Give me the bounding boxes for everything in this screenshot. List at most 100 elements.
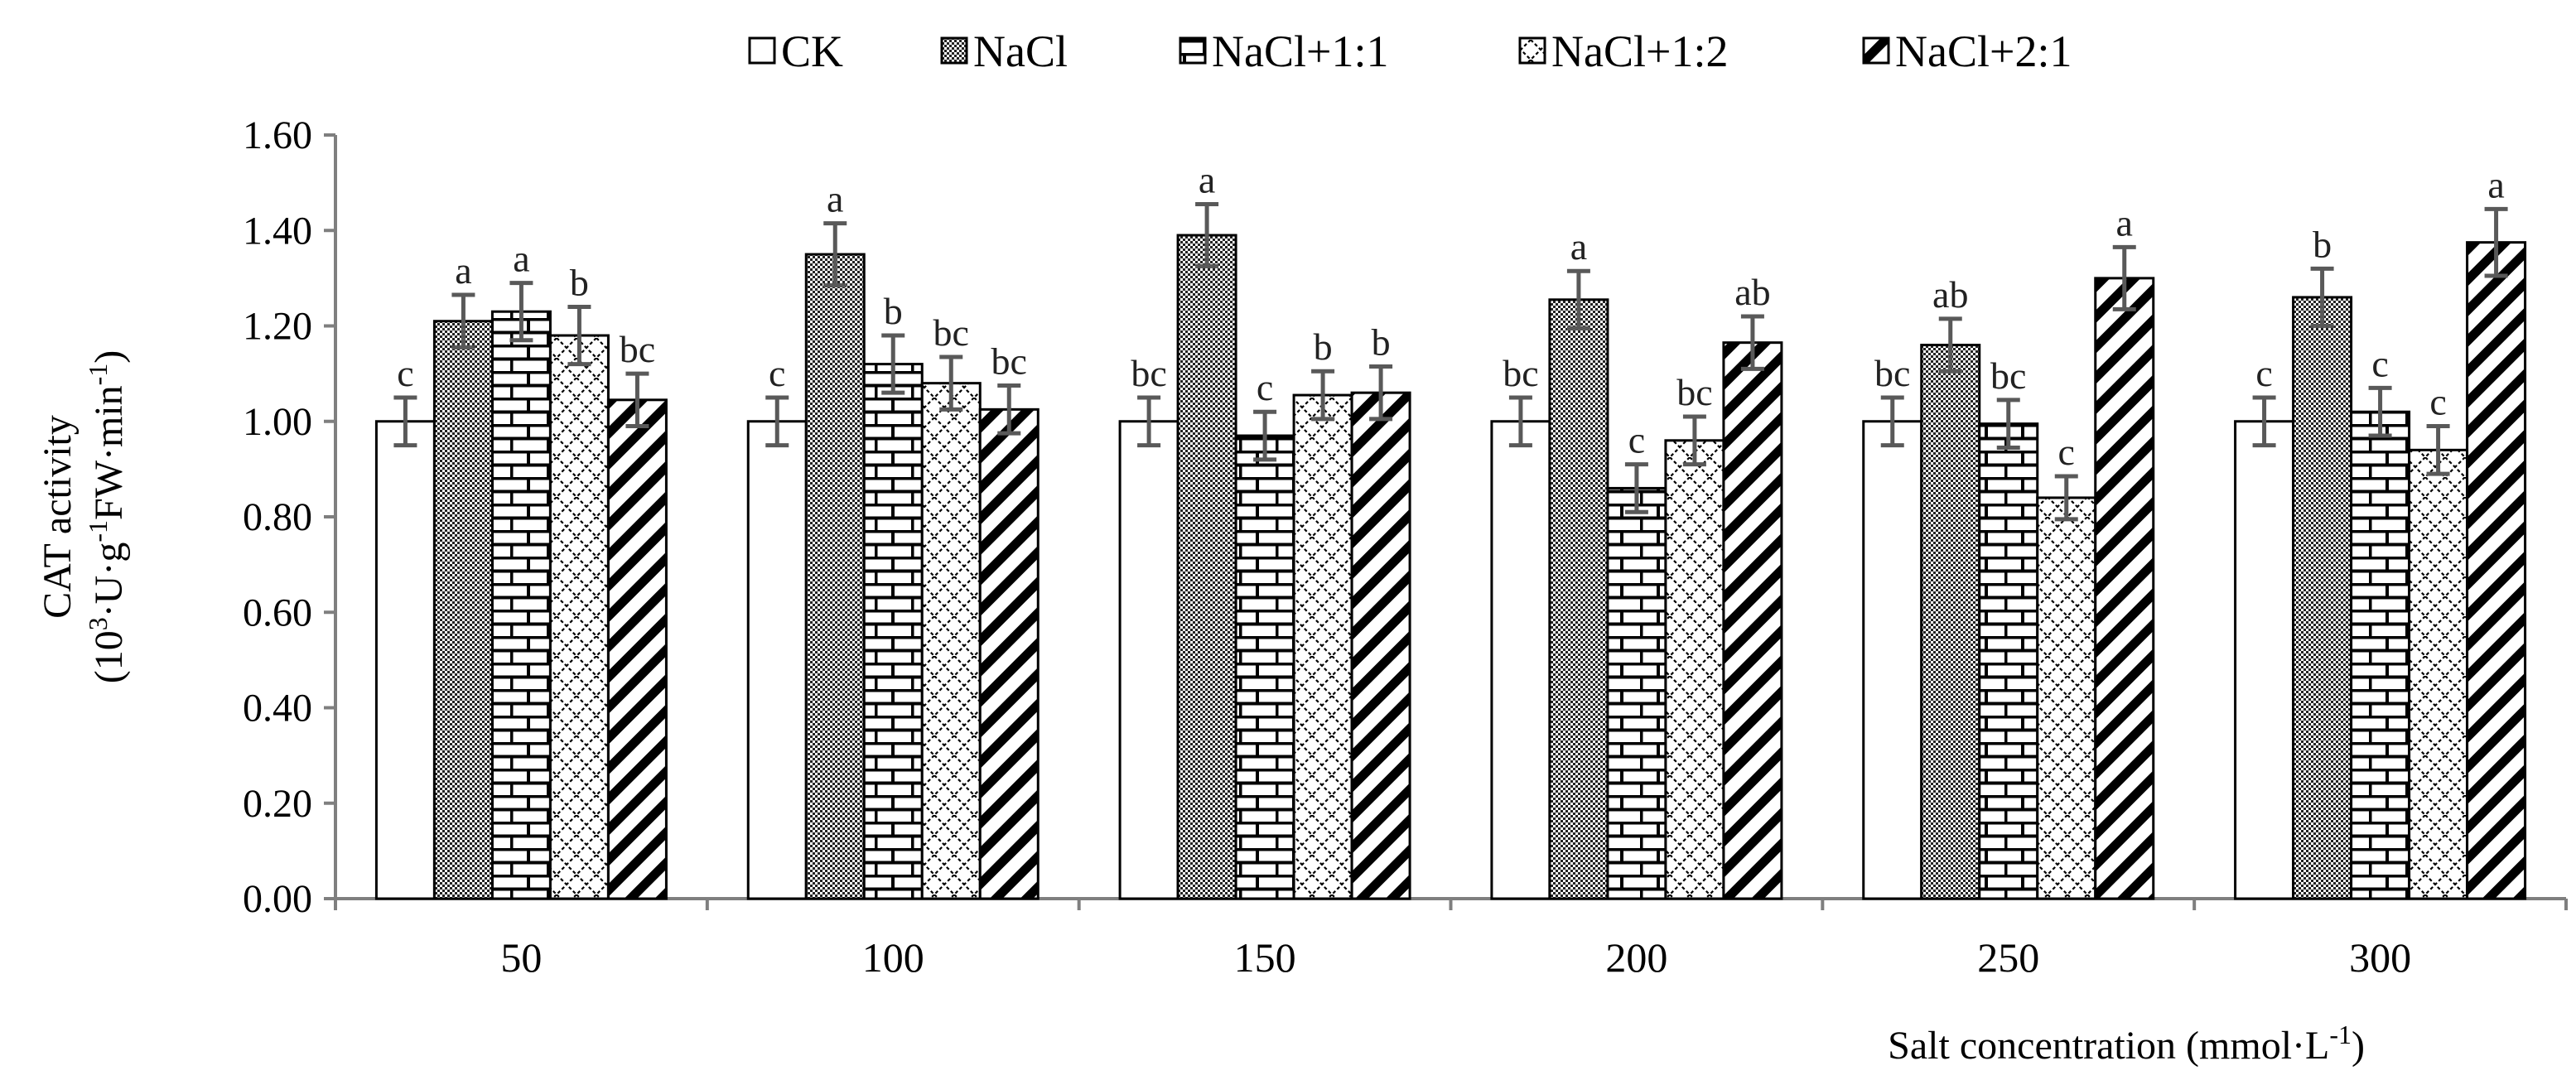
bar <box>1664 439 1725 900</box>
y-tick-label: 0.00 <box>243 877 312 921</box>
bar <box>432 320 494 900</box>
legend-swatch <box>1518 36 1546 65</box>
x-tick-label: 100 <box>862 934 924 981</box>
significance-label: b <box>884 290 903 332</box>
significance-label: bc <box>1990 354 2026 397</box>
y-tick-label: 1.20 <box>243 305 312 349</box>
error-bar <box>1253 409 1277 462</box>
legend-swatch <box>748 36 776 65</box>
bar <box>1978 422 2039 900</box>
error-bar <box>567 304 591 367</box>
error-bars <box>393 202 2508 522</box>
significance-label: b <box>570 261 589 303</box>
error-bar <box>2368 385 2392 438</box>
y-tick-label: 1.40 <box>243 209 312 253</box>
y-tick-label: 1.60 <box>243 113 312 157</box>
bar <box>374 420 436 900</box>
error-bar <box>1740 314 1764 371</box>
error-bar <box>1369 364 1393 422</box>
error-bar <box>2310 266 2334 328</box>
bar <box>2466 241 2527 900</box>
legend-item: NaCl+2:1 <box>1862 27 2072 76</box>
error-bar <box>1566 268 1590 330</box>
significance-label: bc <box>1874 352 1910 394</box>
error-bar <box>939 354 963 412</box>
legend-item: NaCl <box>940 27 1068 76</box>
y-tick-label: 1.00 <box>243 400 312 444</box>
bar <box>1118 420 1179 900</box>
bar <box>1234 434 1295 900</box>
significance-label: c <box>1257 366 1273 408</box>
significance-label: a <box>827 178 843 220</box>
bar <box>1920 344 1981 900</box>
error-bar <box>1195 202 1219 268</box>
bar <box>1862 420 1923 900</box>
error-bar <box>1508 395 1532 448</box>
error-bar <box>1137 395 1161 448</box>
bar <box>1548 298 1609 900</box>
bar <box>1292 393 1353 900</box>
bar <box>1350 391 1411 900</box>
x-tick-label: 50 <box>500 934 542 981</box>
significance-label: bc <box>1676 371 1712 413</box>
bar <box>978 407 1040 900</box>
bar <box>2292 296 2353 900</box>
significance-label: bc <box>1503 352 1538 394</box>
x-category-labels: 50 100 150 200 250 300 <box>500 934 2411 981</box>
legend-swatch <box>1179 36 1207 65</box>
significance-label: c <box>397 352 413 394</box>
legend-label: NaCl+1:1 <box>1212 27 1388 76</box>
error-bar <box>2426 424 2450 476</box>
error-bar <box>823 221 847 288</box>
axes: 0.00 0.20 0.40 0.60 0.80 1.00 1.20 1.40 1.60 <box>243 113 2568 921</box>
y-tick-label: 0.60 <box>243 591 312 634</box>
bar <box>490 310 552 900</box>
error-bar <box>625 371 649 429</box>
significance-label: a <box>1570 225 1587 268</box>
error-bar <box>997 383 1021 436</box>
significance-label: ab <box>1932 273 1968 316</box>
significance-label: a <box>513 238 529 280</box>
error-bar <box>1311 369 1335 422</box>
error-bar <box>393 395 417 448</box>
bar <box>2350 410 2411 900</box>
bar <box>920 382 982 900</box>
significance-label: c <box>2255 352 2272 394</box>
significance-label: b <box>2313 223 2332 265</box>
error-bar <box>765 395 789 448</box>
significance-label: bc <box>1131 352 1166 394</box>
significance-label: c <box>2429 381 2446 423</box>
error-bar <box>2112 244 2136 311</box>
significance-label: c <box>2058 431 2075 473</box>
significance-label: bc <box>933 311 969 354</box>
significance-label: bc <box>620 328 655 370</box>
legend-item: CK <box>748 27 843 76</box>
y-axis-title-line1: CAT activity <box>36 415 80 619</box>
x-axis-title: Salt concentration (mmol·L-1) <box>1888 1020 2365 1068</box>
bar <box>2094 277 2155 900</box>
bar <box>2408 448 2469 900</box>
significance-label: a <box>1199 159 1215 201</box>
error-bar <box>1624 462 1648 514</box>
error-bar <box>2484 206 2508 278</box>
x-tick-label: 300 <box>2349 934 2411 981</box>
significance-label: b <box>1314 326 1333 368</box>
bar <box>548 334 610 900</box>
legend-label: NaCl+2:1 <box>1895 27 2072 76</box>
error-bar <box>451 292 475 350</box>
y-tick-label: 0.20 <box>243 782 312 826</box>
bar <box>606 398 668 900</box>
legend: CK NaCl NaCl+1:1 NaCl+1:2 NaCl+2:1 <box>748 27 2072 76</box>
legend-label: NaCl <box>973 27 1068 76</box>
error-bar <box>509 281 533 343</box>
significance-label: c <box>769 352 785 394</box>
error-bar <box>1682 414 1706 467</box>
bar <box>804 253 866 900</box>
legend-item: NaCl+1:2 <box>1518 27 1728 76</box>
legend-swatch <box>1862 36 1890 65</box>
x-tick-label: 250 <box>1977 934 2039 981</box>
error-bar <box>1938 316 1962 374</box>
y-tick-label: 0.80 <box>243 495 312 539</box>
